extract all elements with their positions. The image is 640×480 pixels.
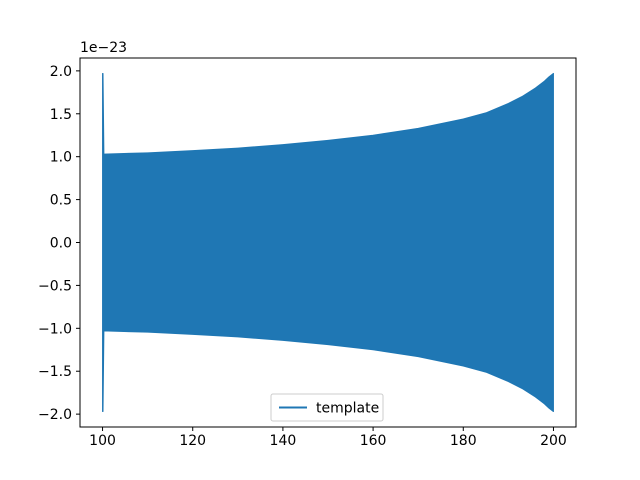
x-tick-label-200: 200 [540, 433, 567, 449]
y-tick-label--1: −1.0 [38, 321, 72, 337]
legend-box [270, 393, 384, 422]
series-template-waveform [102, 72, 554, 413]
y-tick-label--1.5: −1.5 [38, 364, 72, 380]
x-tick-label-180: 180 [450, 433, 477, 449]
legend-label-template: template [316, 401, 379, 417]
y-tick-label-2: 2.0 [50, 64, 72, 80]
x-tick-label-160: 160 [360, 433, 387, 449]
x-tick-label-100: 100 [89, 433, 116, 449]
y-tick-label--0.5: −0.5 [38, 278, 72, 294]
x-tick-label-120: 120 [179, 433, 206, 449]
y-tick-label-0.5: 0.5 [50, 193, 72, 209]
plot-area [102, 72, 554, 413]
y-offset-text: 1e−23 [80, 40, 127, 56]
x-tick-label-140: 140 [270, 433, 297, 449]
y-tick-label-0: 0.0 [50, 236, 72, 252]
y-tick-label-1: 1.0 [50, 150, 72, 166]
y-tick-label-1.5: 1.5 [50, 107, 72, 123]
axes: 100 120 140 160 180 200 −2.0 −1.5 −1.0 −0.5 0.0 0.5… [38, 57, 577, 449]
y-tick-label--2: −2.0 [38, 407, 72, 423]
legend: template [270, 393, 384, 422]
